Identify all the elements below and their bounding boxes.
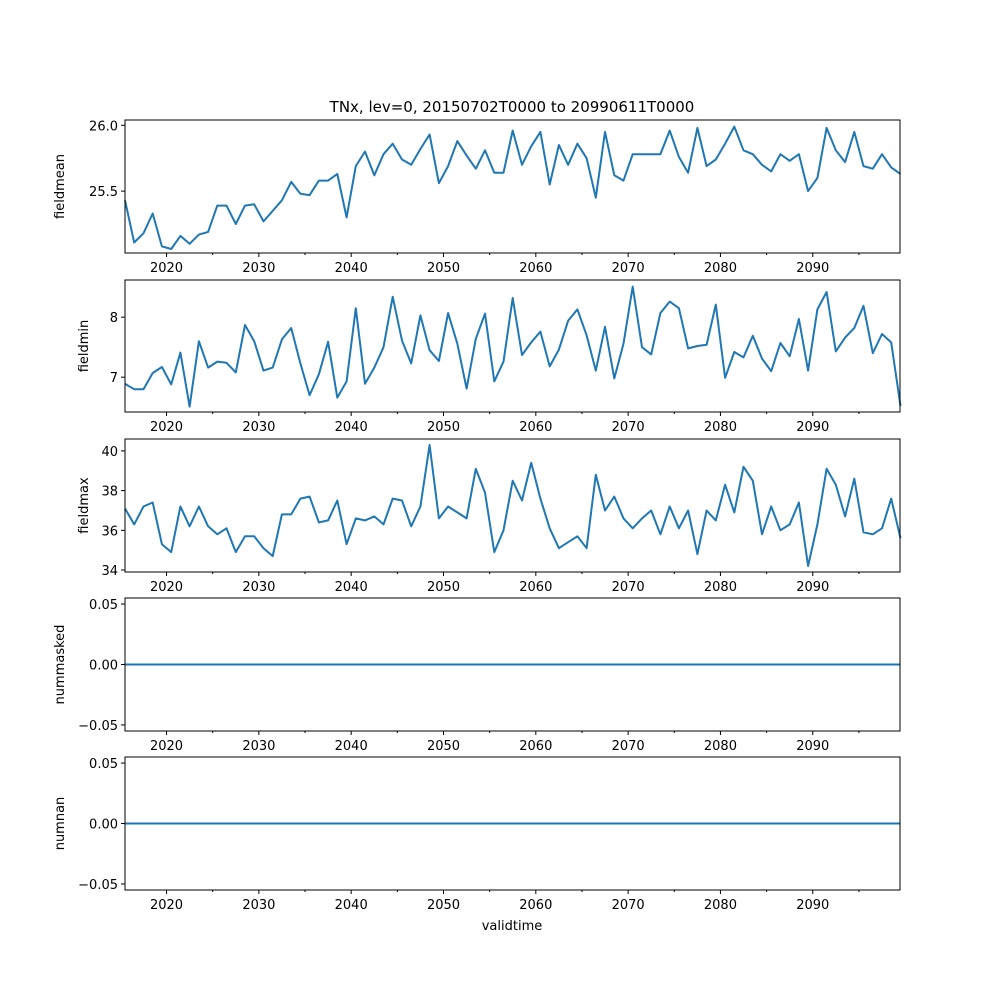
x-tick-label: 2090 [796,739,829,754]
y-axis-label: nummasked [53,625,68,705]
x-tick-label: 2040 [335,739,368,754]
y-tick-label: 0.00 [89,818,118,833]
x-tick-label: 2050 [427,898,460,913]
x-tick-label: 2050 [427,261,460,276]
x-tick-label: 2020 [150,580,183,595]
x-tick-label: 2090 [796,261,829,276]
x-tick-label: 2040 [335,898,368,913]
x-tick-label: 2060 [519,261,552,276]
x-tick-label: 2080 [704,580,737,595]
x-tick-label: 2060 [519,420,552,435]
x-tick-label: 2090 [796,580,829,595]
subplot-fieldmax: 2020 2030 2040 2050 2060 2070 2080 2090 34 36 38 40… [77,438,902,595]
y-tick-label: 25.5 [89,185,118,200]
y-tick-label: 38 [101,485,118,500]
y-axis-label: numnan [53,797,68,851]
subplot-nummasked: 2020 2030 2040 2050 2060 2070 2080 2090 −0.05 0.0… [53,597,901,754]
y-tick-label: 8 [110,311,118,326]
x-tick-label: 2020 [150,261,183,276]
fieldmin-axes-frame [124,279,901,413]
x-tick-label: 2090 [796,898,829,913]
y-axis-label: fieldmin [77,320,92,373]
x-tick-label: 2070 [612,898,645,913]
figure-title: TNx, lev=0, 20150702T0000 to 20990611T00… [329,98,695,116]
y-tick-label: −0.05 [78,719,118,734]
subplot-numnan: 2020 2030 2040 2050 2060 2070 2080 2090 −0.05 0.0… [53,756,901,913]
x-tick-label: 2020 [150,898,183,913]
x-tick-label: 2080 [704,898,737,913]
x-tick-label: 2030 [242,420,275,435]
y-tick-label: 0.05 [89,598,118,613]
x-tick-label: 2090 [796,420,829,435]
y-tick-label: 40 [101,445,118,460]
x-tick-label: 2050 [427,580,460,595]
x-tick-label: 2050 [427,739,460,754]
fieldmin-series-line [124,285,902,408]
y-tick-label: 34 [101,564,118,579]
x-tick-label: 2080 [704,420,737,435]
x-tick-label: 2030 [242,739,275,754]
x-tick-label: 2060 [519,898,552,913]
y-tick-label: 7 [110,371,118,386]
fieldmax-axes-frame [124,438,901,573]
subplot-fieldmean: 2020 2030 2040 2050 2060 2070 2080 2090 25.5 26.0… [53,119,902,276]
x-tick-label: 2060 [519,739,552,754]
x-tick-label: 2030 [242,261,275,276]
subplot-fieldmin: 2020 2030 2040 2050 2060 2070 2080 2090 7 8 fieldm… [77,279,902,435]
fieldmax-series-line [124,444,902,567]
x-tick-label: 2050 [427,420,460,435]
x-tick-label: 2070 [612,261,645,276]
fieldmean-series-line [124,125,902,250]
x-tick-label: 2040 [335,261,368,276]
x-tick-label: 2030 [242,580,275,595]
x-tick-label: 2040 [335,420,368,435]
y-axis-label: fieldmean [53,154,68,219]
x-tick-label: 2040 [335,580,368,595]
x-tick-label: 2030 [242,898,275,913]
x-tick-label: 2020 [150,420,183,435]
x-tick-label: 2080 [704,739,737,754]
x-tick-label: 2080 [704,261,737,276]
x-tick-label: 2060 [519,580,552,595]
x-tick-label: 2070 [612,580,645,595]
x-tick-label: 2020 [150,739,183,754]
y-tick-label: 26.0 [89,119,118,134]
y-tick-label: 0.00 [89,659,118,674]
y-tick-label: 36 [101,524,118,539]
fieldmean-axes-frame [124,119,901,254]
x-tick-label: 2070 [612,739,645,754]
y-tick-label: −0.05 [78,878,118,893]
y-axis-label: fieldmax [77,477,92,534]
y-tick-label: 0.05 [89,757,118,772]
x-tick-label: 2070 [612,420,645,435]
x-axis-label: validtime [482,919,543,934]
subplot-stack: 2020 2030 2040 2050 2060 2070 2080 2090 25.5 26.0… [53,119,902,913]
